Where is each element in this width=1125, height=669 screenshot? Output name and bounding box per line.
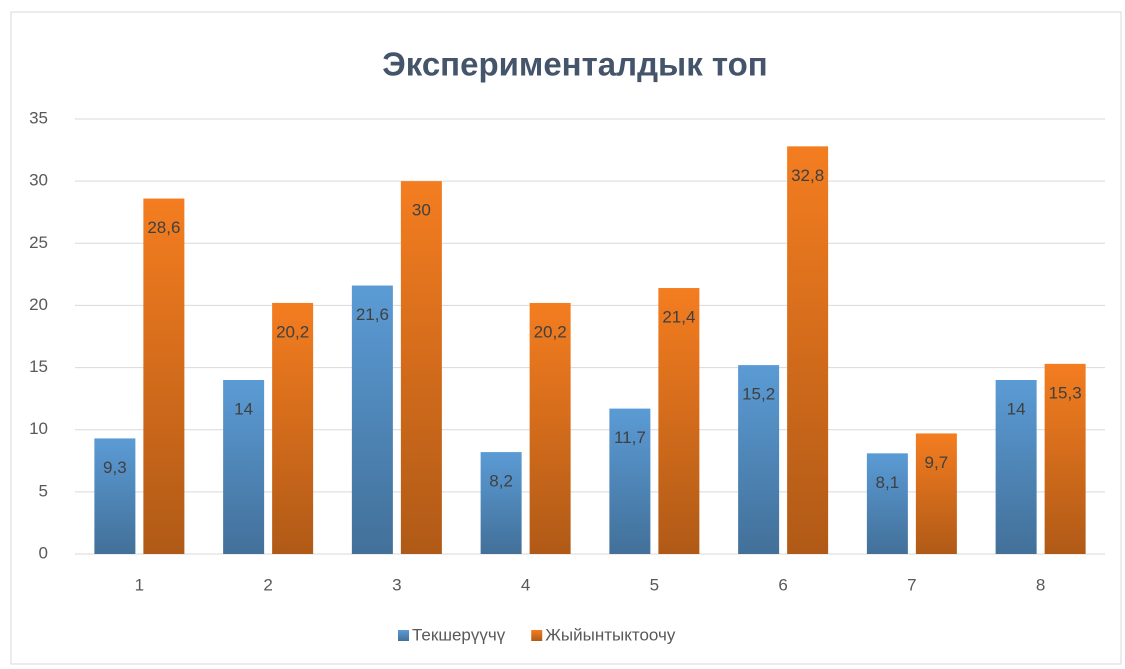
chart-title: Экспериментaлдык топ [382,46,767,83]
y-tick-label: 0 [39,543,48,562]
y-tick-label: 30 [29,171,48,190]
y-tick-label: 35 [29,108,48,127]
x-tick-label: 4 [521,575,530,594]
bar [995,380,1037,554]
data-label: 11,7 [614,428,646,447]
data-label: 9,3 [103,458,127,477]
data-label: 30 [412,201,431,220]
x-tick-label: 1 [135,575,144,594]
legend-swatch [398,630,409,641]
legend-label: Жыйынтыктоочу [545,625,676,644]
y-tick-label: 10 [29,419,48,438]
data-label: 32,8 [791,166,824,185]
data-label: 9,7 [925,453,949,472]
x-tick-label: 3 [392,575,401,594]
bar [480,452,522,554]
data-label: 20,2 [276,322,309,341]
y-tick-label: 20 [29,295,48,314]
y-tick-label: 15 [29,357,48,376]
legend-label: Текшерүүчү [412,625,506,644]
x-tick-label: 7 [907,575,916,594]
bar [94,438,136,554]
bar [658,288,700,554]
bar [400,181,442,554]
bar [351,285,393,554]
data-label: 15,3 [1049,383,1082,402]
data-label: 14 [1007,399,1026,418]
bar [143,198,185,555]
bar [866,453,908,554]
data-label: 21,6 [356,305,389,324]
data-label: 28,6 [147,218,180,237]
data-label: 20,2 [534,322,567,341]
x-tick-label: 5 [650,575,659,594]
x-tick-label: 8 [1036,575,1045,594]
legend-swatch [531,630,543,641]
data-label: 15,2 [742,385,775,404]
bar [529,302,571,554]
bar [609,408,651,554]
data-label: 8,1 [876,473,900,492]
bar [223,380,265,554]
y-tick-label: 5 [39,481,48,500]
data-label: 14 [234,399,253,418]
bar [272,302,314,554]
bar [787,146,829,555]
x-tick-label: 6 [778,575,787,594]
bar [1044,363,1086,554]
bar [915,433,957,554]
x-tick-label: 2 [263,575,272,594]
bar [738,365,780,554]
data-label: 21,4 [662,308,695,327]
data-label: 8,2 [489,472,513,491]
y-tick-label: 25 [29,233,48,252]
